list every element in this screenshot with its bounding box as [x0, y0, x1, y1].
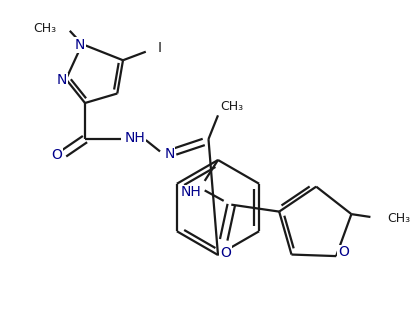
Text: CH₃: CH₃	[220, 100, 243, 113]
Text: NH: NH	[181, 185, 202, 199]
Text: N: N	[57, 73, 68, 87]
Text: N: N	[75, 38, 85, 52]
Text: O: O	[338, 245, 349, 259]
Text: I: I	[157, 41, 161, 55]
Text: O: O	[220, 246, 231, 260]
Text: N: N	[164, 147, 175, 161]
Text: CH₃: CH₃	[33, 22, 56, 36]
Text: O: O	[51, 148, 62, 162]
Text: CH₃: CH₃	[388, 212, 411, 225]
Text: NH: NH	[125, 131, 146, 145]
